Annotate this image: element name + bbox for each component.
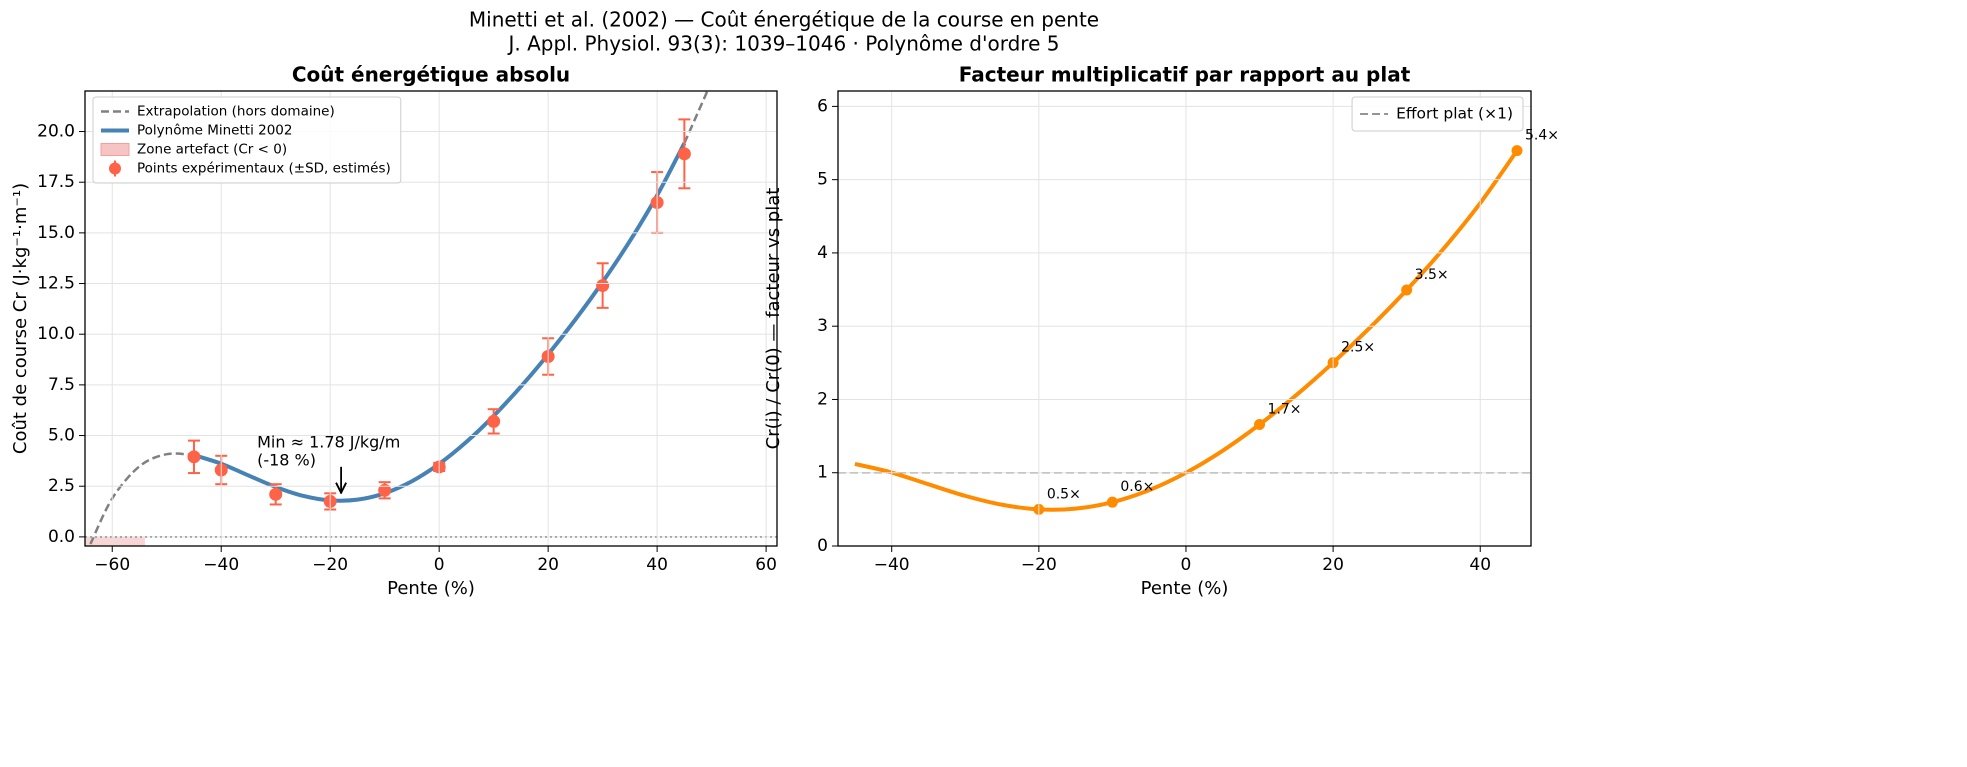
axes-frame [837, 90, 1532, 547]
y-tick-label: 5.0 [48, 426, 75, 446]
artefact-zone [85, 536, 145, 546]
value-label: 0.6× [1120, 479, 1154, 495]
y-tick-label: 0.0 [48, 527, 75, 547]
x-tick-label: 0 [1181, 555, 1192, 575]
annotation-text: Min ≈ 1.78 J/kg/m [257, 432, 400, 451]
value-label: 0.5× [1047, 486, 1081, 502]
point [1511, 145, 1523, 157]
curve [89, 91, 709, 545]
y-tick-label: 6 [817, 96, 828, 116]
axes-frame [84, 90, 778, 547]
legend-label: Effort plat (×1) [1396, 105, 1513, 123]
y-tick-label: 2 [817, 389, 828, 409]
x-tick-label: 0 [434, 555, 445, 575]
plot-area [838, 145, 1531, 515]
legend: Effort plat (×1) [1351, 96, 1524, 132]
y-tick-label: 12.5 [37, 274, 75, 294]
x-axis-label: Pente (%) [387, 578, 475, 599]
legend-label: Extrapolation (hors domaine) [137, 104, 335, 120]
y-tick-label: 1 [817, 463, 828, 483]
point [677, 147, 691, 161]
y-tick-label: 10.0 [37, 324, 75, 344]
x-tick-label: 20 [1322, 555, 1344, 575]
point [1401, 284, 1413, 296]
figure-title: Minetti et al. (2002) — Coût énergétique… [469, 8, 1099, 32]
annotation-text: (-18 %) [257, 450, 316, 469]
point [378, 483, 392, 497]
point [596, 279, 610, 293]
legend: Extrapolation (hors domaine) Polynôme Min… [92, 96, 402, 184]
y-tick-label: 20.0 [37, 122, 75, 142]
y-tick-label: 0 [817, 536, 828, 556]
x-tick-label: 40 [1469, 555, 1491, 575]
point [269, 487, 283, 501]
y-tick-label: 3 [817, 316, 828, 336]
x-tick-label: −40 [203, 555, 239, 575]
legend-swatch [109, 162, 121, 175]
y-tick-label: 2.5 [48, 476, 75, 496]
y-axis-label: Cr(i) / Cr(0) — facteur vs plat [763, 188, 784, 450]
legend-frame [92, 96, 402, 184]
y-tick-label: 7.5 [48, 375, 75, 395]
x-tick-label: 20 [537, 555, 559, 575]
y-tick-label: 17.5 [37, 172, 75, 192]
x-tick-label: −40 [874, 555, 910, 575]
point [487, 414, 501, 428]
x-tick-label: 40 [646, 555, 668, 575]
axes-title: Coût énergétique absolu [292, 63, 570, 87]
point [1106, 496, 1118, 508]
x-tick-label: −60 [94, 555, 130, 575]
legend-label: Points expérimentaux (±SD, estimés) [137, 161, 391, 177]
x-tick-label: −20 [312, 555, 348, 575]
value-label: 3.5× [1415, 267, 1449, 283]
value-label: 2.5× [1341, 340, 1375, 356]
x-tick-label: −20 [1021, 555, 1057, 575]
legend-label: Zone artefact (Cr < 0) [137, 142, 287, 158]
point [187, 450, 201, 464]
legend-frame [1351, 96, 1524, 132]
legend-swatch [100, 143, 130, 156]
axes-title: Facteur multiplicatif par rapport au pla… [959, 63, 1411, 87]
y-tick-label: 15.0 [37, 223, 75, 243]
point [1254, 419, 1266, 431]
figure-subtitle: J. Appl. Physiol. 93(3): 1039–1046 · Pol… [507, 32, 1060, 56]
x-axis-label: Pente (%) [1141, 578, 1229, 599]
y-tick-label: 4 [817, 243, 828, 263]
value-label: 1.7× [1268, 402, 1302, 418]
x-tick-label: 60 [755, 555, 777, 575]
value-label: 5.4× [1525, 128, 1559, 144]
y-tick-label: 5 [817, 170, 828, 190]
y-axis-label: Coût de course Cr (J·kg⁻¹·m⁻¹) [10, 183, 31, 454]
legend-label: Polynôme Minetti 2002 [137, 123, 292, 139]
